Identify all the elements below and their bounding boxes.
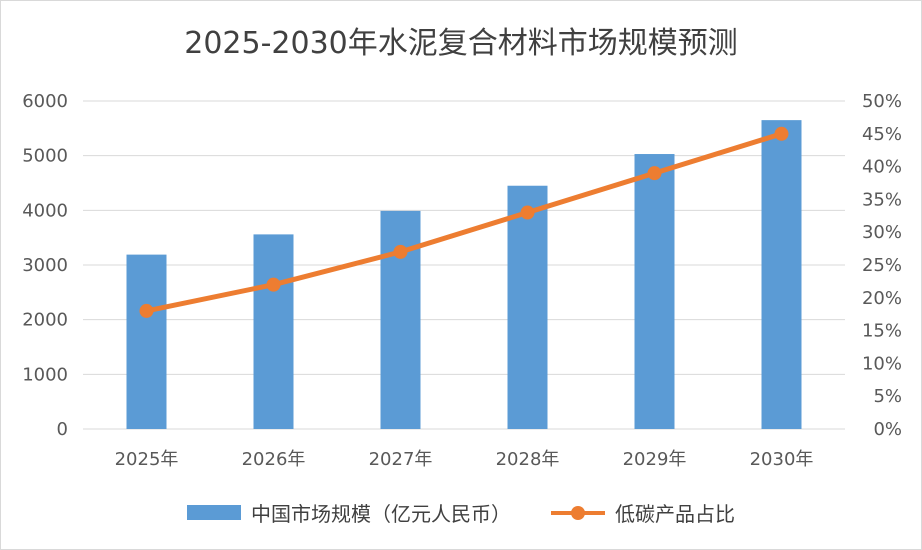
bar [507, 185, 548, 429]
right-tick-label: 20% [862, 288, 902, 309]
left-tick-label: 2000 [22, 310, 68, 331]
bar [761, 120, 802, 429]
legend: 中国市场规模（亿元人民币） 低碳产品占比 [0, 498, 922, 527]
x-tick-label: 2025年 [115, 449, 179, 470]
left-tick-label: 1000 [22, 364, 68, 385]
bar [253, 234, 294, 429]
x-axis-ticks: 2025年 2026年 2027年 2028年 2029年 2030年 [115, 449, 814, 470]
left-tick-label: 3000 [22, 255, 68, 276]
legend-item-line: 低碳产品占比 [551, 498, 735, 527]
left-tick-label: 0 [57, 419, 68, 440]
line-point [393, 244, 408, 259]
x-tick-label: 2030年 [750, 449, 814, 470]
line-point [774, 126, 789, 141]
bar [634, 154, 675, 429]
legend-label-market-size: 中国市场规模（亿元人民币） [251, 502, 511, 526]
chart-title: 2025-2030年水泥复合材料市场规模预测 [184, 26, 738, 61]
legend-bar-swatch [187, 505, 241, 520]
x-tick-label: 2029年 [623, 449, 687, 470]
left-axis-ticks: 0 1000 2000 3000 4000 5000 6000 [22, 91, 68, 440]
right-tick-label: 5% [873, 386, 902, 407]
right-tick-label: 0% [873, 419, 902, 440]
left-tick-label: 5000 [22, 146, 68, 167]
line-point [139, 303, 154, 318]
right-tick-label: 50% [862, 91, 902, 112]
left-tick-label: 4000 [22, 200, 68, 221]
legend-label-low-carbon-share: 低碳产品占比 [615, 502, 735, 526]
line-point [266, 277, 281, 292]
left-tick-label: 6000 [22, 91, 68, 112]
bar [380, 210, 421, 429]
series-line [144, 131, 784, 314]
legend-line-swatch [551, 505, 605, 520]
line-series [139, 126, 789, 318]
legend-item-bar: 中国市场规模（亿元人民币） [187, 498, 511, 527]
line-point [647, 166, 662, 181]
x-tick-label: 2027年 [369, 449, 433, 470]
bar-series [126, 120, 802, 429]
right-tick-label: 15% [862, 321, 902, 342]
right-axis-ticks: 0% 5% 10% 15% 20% 25% 30% 35% 40% 45% 50% [862, 91, 902, 440]
x-tick-label: 2028年 [496, 449, 560, 470]
right-tick-label: 40% [862, 157, 902, 178]
right-tick-label: 30% [862, 222, 902, 243]
right-tick-label: 25% [862, 255, 902, 276]
x-tick-label: 2026年 [242, 449, 306, 470]
bar [126, 254, 167, 429]
line-point [520, 205, 535, 220]
right-tick-label: 45% [862, 124, 902, 145]
right-tick-label: 10% [862, 353, 902, 374]
right-tick-label: 35% [862, 189, 902, 210]
